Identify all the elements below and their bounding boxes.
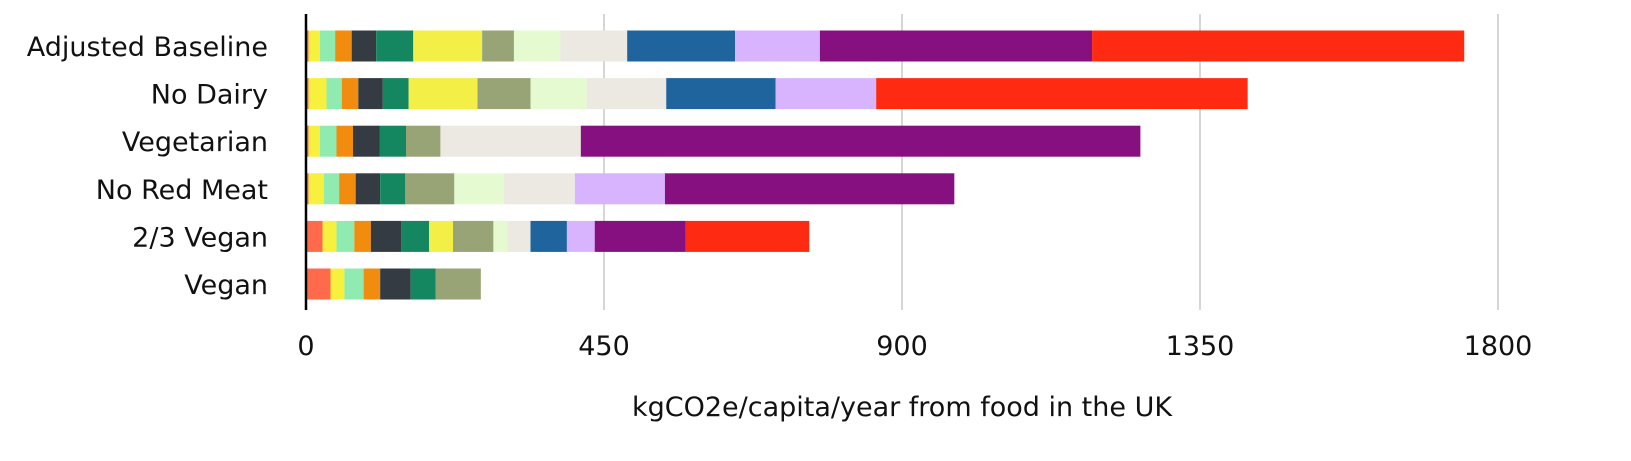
bar-segment: [666, 78, 776, 110]
bar-segment: [408, 78, 478, 110]
bar-vegan: [306, 268, 481, 300]
bar-segment: [370, 220, 402, 252]
bar-segment: [735, 30, 820, 62]
bar-segment: [566, 220, 595, 252]
bar-segment: [380, 173, 406, 205]
bar-segment: [380, 268, 411, 300]
bar-segment: [560, 30, 628, 62]
bar-segment: [376, 30, 414, 62]
bar-segment: [775, 78, 877, 110]
bar-segment: [344, 268, 364, 300]
bar-no-red-meat: [306, 173, 955, 205]
bar-segment: [351, 30, 377, 62]
bar-segment: [413, 30, 483, 62]
bar-segment: [306, 268, 331, 300]
bar-segment: [353, 125, 380, 157]
bar-segment: [308, 30, 320, 62]
bar-segment: [429, 220, 454, 252]
bar-segment: [530, 220, 567, 252]
bar-segment: [580, 125, 1141, 157]
category-label: Adjusted Baseline: [27, 32, 268, 63]
category-labels: Adjusted Baseline No Dairy Vegetarian No Re…: [27, 32, 268, 301]
bar-segment: [574, 173, 665, 205]
bar-segment: [335, 30, 352, 62]
bar-segment: [401, 220, 430, 252]
category-label: Vegetarian: [122, 127, 268, 158]
bar-segment: [685, 220, 810, 252]
bar-segment: [306, 220, 323, 252]
bar-segment: [410, 268, 436, 300]
bar-segment: [336, 125, 354, 157]
x-tick-label: 1350: [1166, 331, 1235, 362]
bar-segment: [322, 220, 337, 252]
bar-segment: [358, 78, 383, 110]
bar-segment: [339, 173, 356, 205]
bar-segment: [453, 220, 494, 252]
x-tick-label: 450: [578, 331, 630, 362]
gridlines: [603, 14, 1499, 310]
x-axis-title: kgCO2e/capita/year from food in the UK: [632, 392, 1173, 423]
x-tick-label: 0: [297, 331, 314, 362]
category-label: Vegan: [184, 270, 268, 301]
bar-segment: [306, 125, 309, 157]
bar-segment: [363, 268, 381, 300]
bar-segment: [530, 78, 587, 110]
bar-segment: [306, 30, 309, 62]
bar-segment: [454, 173, 505, 205]
bar-segment: [323, 173, 340, 205]
bar-adjusted-baseline: [306, 30, 1465, 62]
category-label: 2/3 Vegan: [132, 222, 268, 253]
bar-segment: [379, 125, 406, 157]
bar-segment: [504, 173, 575, 205]
x-tick-label: 1800: [1464, 331, 1533, 362]
bar-segment: [308, 78, 327, 110]
bar-segment: [319, 30, 336, 62]
bar-segment: [341, 78, 359, 110]
bar-2-3-vegan: [306, 220, 810, 252]
bar-segment: [405, 173, 455, 205]
bar-vegetarian: [306, 125, 1141, 157]
bar-segment: [382, 78, 409, 110]
bars: [306, 30, 1465, 300]
category-label: No Red Meat: [96, 175, 268, 206]
bar-segment: [493, 220, 508, 252]
bar-segment: [308, 173, 324, 205]
bar-segment: [513, 30, 561, 62]
bar-segment: [440, 125, 581, 157]
bar-segment: [330, 268, 345, 300]
bar-segment: [319, 125, 337, 157]
bar-segment: [627, 30, 736, 62]
bar-segment: [507, 220, 531, 252]
bar-segment: [354, 220, 371, 252]
bar-segment: [306, 173, 309, 205]
x-tick-labels: 0 450 900 1350 1800: [297, 331, 1532, 362]
bar-segment: [876, 78, 1248, 110]
bar-segment: [819, 30, 1093, 62]
bar-segment: [435, 268, 481, 300]
bar-no-dairy: [306, 78, 1248, 110]
bar-segment: [1092, 30, 1465, 62]
bar-segment: [405, 125, 441, 157]
bar-segment: [308, 125, 320, 157]
bar-segment: [482, 30, 514, 62]
bar-segment: [306, 78, 309, 110]
category-label: No Dairy: [151, 80, 268, 111]
bar-segment: [594, 220, 686, 252]
bar-segment: [586, 78, 667, 110]
bar-segment: [336, 220, 355, 252]
bar-segment: [326, 78, 342, 110]
bar-segment: [355, 173, 381, 205]
bar-segment: [664, 173, 955, 205]
bar-segment: [477, 78, 531, 110]
x-tick-label: 900: [876, 331, 928, 362]
